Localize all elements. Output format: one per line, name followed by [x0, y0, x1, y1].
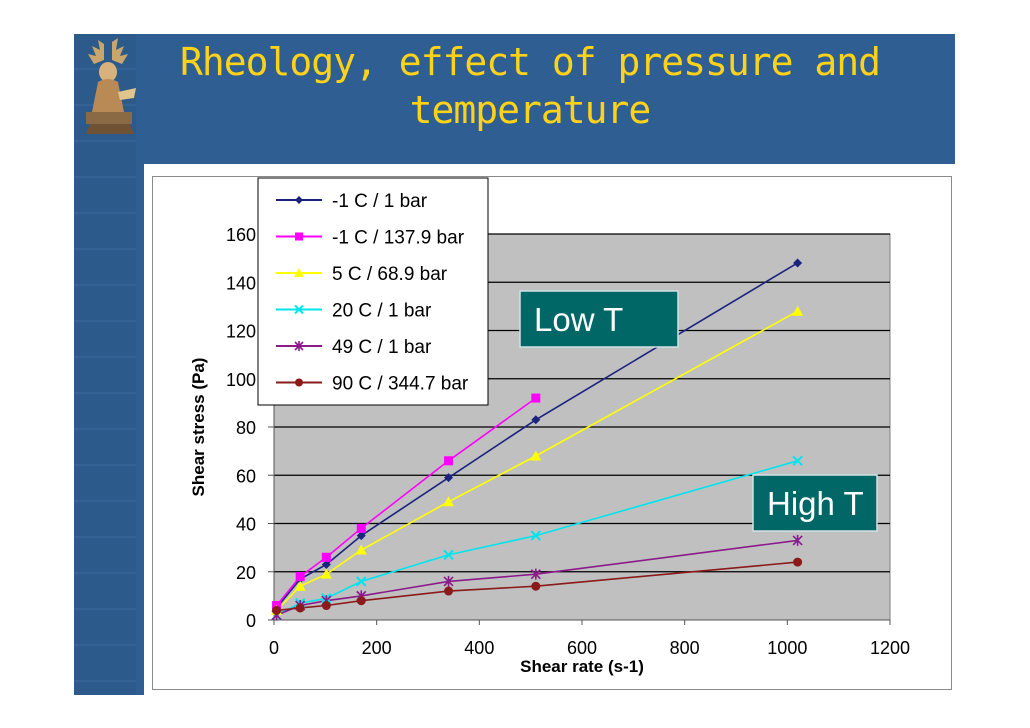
y-tick-labels: 0 20 40 60 80 100 120 140 160 [226, 225, 274, 631]
legend-label: 20 C / 1 bar [332, 301, 432, 322]
side-stripe [74, 34, 136, 695]
y-tick-label: 140 [226, 273, 256, 293]
data-point [530, 530, 542, 541]
data-point [356, 531, 366, 541]
data-point [444, 473, 454, 483]
data-point [272, 605, 282, 615]
data-point [530, 568, 541, 580]
seal-logo-icon [86, 38, 136, 134]
data-point [294, 304, 304, 315]
y-tick-label: 20 [236, 563, 256, 583]
title-line-2: temperature [409, 88, 652, 132]
y-axis-label: Shear stress (Pa) [189, 358, 208, 497]
data-point [443, 575, 454, 587]
data-point [295, 232, 303, 241]
data-point [531, 393, 541, 403]
data-point [444, 456, 454, 466]
data-point [793, 258, 803, 268]
chart: 0 20 40 60 80 100 120 140 160 0 200 400 600 800 1000 1… [189, 177, 910, 676]
data-point [321, 552, 331, 562]
data-point [793, 557, 803, 567]
legend-label: 5 C / 68.9 bar [332, 264, 448, 285]
x-axis-label: Shear rate (s-1) [520, 657, 644, 676]
y-tick-label: 120 [226, 322, 256, 342]
series-markers [271, 258, 804, 621]
annotations: Low T High T [519, 290, 878, 532]
data-point [321, 601, 331, 611]
annotation-label: High T [767, 485, 864, 522]
data-point [530, 450, 542, 461]
data-point [294, 580, 306, 591]
data-point [444, 586, 454, 596]
data-point [443, 496, 455, 507]
data-point [443, 549, 454, 561]
legend: -1 C / 1 bar -1 C / 137.9 bar 5 C / 68.9 b… [257, 177, 489, 406]
legend-label: -1 C / 137.9 bar [332, 228, 465, 249]
legend-label: 90 C / 344.7 bar [332, 374, 469, 395]
data-point [792, 534, 803, 546]
legend-label: 49 C / 1 bar [332, 337, 432, 358]
data-point [295, 378, 303, 387]
legend-box [257, 177, 489, 406]
data-point [355, 544, 367, 555]
x-tick-label: 800 [670, 638, 700, 658]
y-tick-label: 0 [246, 611, 256, 631]
annotation-box [519, 290, 679, 348]
data-point [792, 305, 804, 316]
data-point [295, 603, 305, 613]
y-tick-label: 160 [226, 225, 256, 245]
data-point [792, 455, 803, 466]
legend-label: -1 C / 1 bar [332, 191, 428, 212]
data-point [294, 268, 304, 277]
data-point [356, 596, 366, 606]
x-tick-label: 400 [464, 638, 494, 658]
data-point [294, 341, 304, 351]
annotation-box [752, 474, 878, 532]
page-title: Rheology, effect of pressure and tempera… [170, 38, 890, 134]
x-tick-label: 1200 [870, 638, 910, 658]
y-tick-label: 40 [236, 515, 256, 535]
data-point [531, 415, 541, 425]
y-tick-label: 80 [236, 418, 256, 438]
x-tick-labels: 0 200 400 600 800 1000 1200 [269, 620, 910, 658]
data-point [321, 560, 331, 570]
data-point [356, 576, 367, 587]
x-tick-label: 600 [567, 638, 597, 658]
title-line-1: Rheology, effect of pressure and [179, 40, 881, 84]
data-point [356, 523, 366, 533]
series-line [275, 397, 537, 607]
data-point [295, 572, 305, 582]
x-tick-label: 200 [362, 638, 392, 658]
y-tick-label: 100 [226, 370, 256, 390]
annotation-label: Low T [534, 301, 623, 338]
data-point [295, 196, 303, 204]
data-point [320, 568, 332, 579]
x-tick-label: 0 [269, 638, 279, 658]
data-point [531, 581, 541, 591]
x-tick-label: 1000 [767, 638, 807, 658]
y-tick-label: 60 [236, 466, 256, 486]
